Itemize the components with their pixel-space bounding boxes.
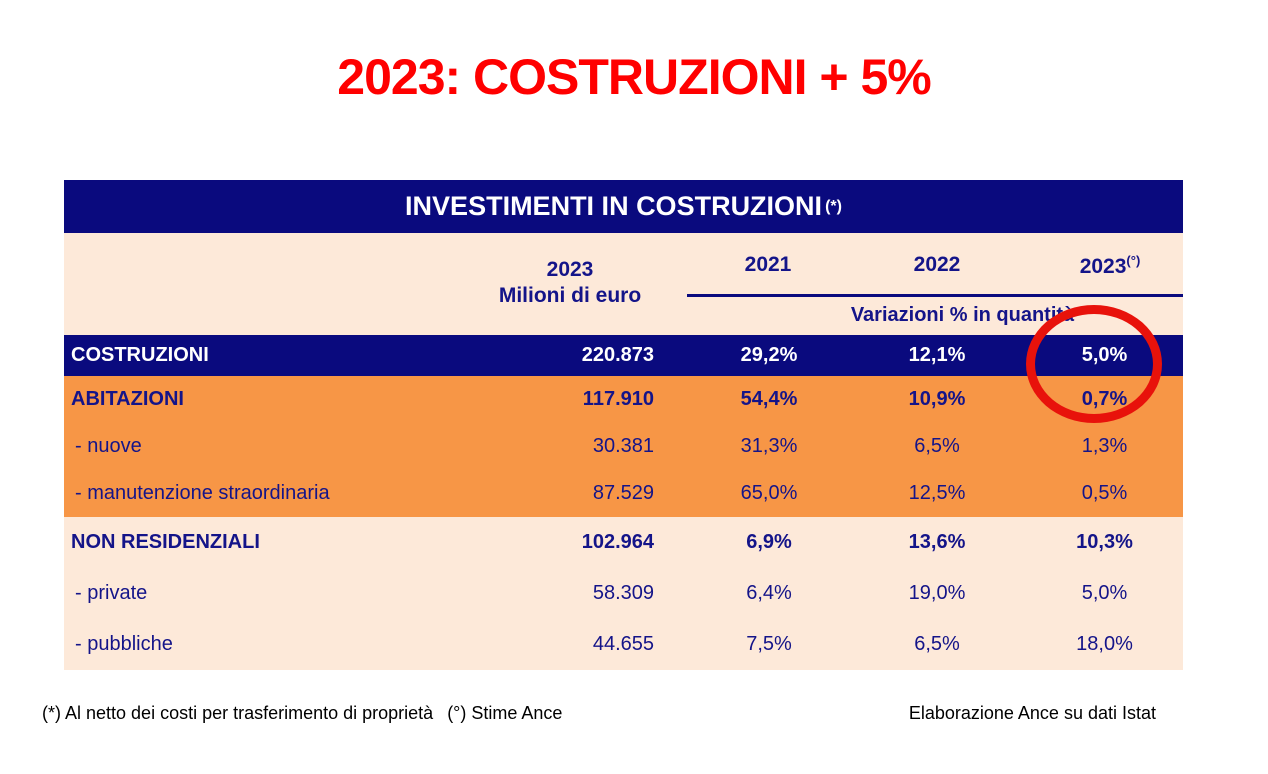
row-var-2022: 12,1% xyxy=(908,344,966,366)
row-label: - pubbliche xyxy=(75,633,173,655)
row-label: - private xyxy=(75,582,148,604)
highlight-circle-annotation xyxy=(1026,305,1162,423)
table-row-private: - private 58.309 6,4% 19,0% 5,0% xyxy=(64,568,1183,619)
year-header-2023-text: 2023 xyxy=(1079,255,1127,278)
row-var-2023: 0,5% xyxy=(1081,482,1128,504)
row-var-2022: 6,5% xyxy=(914,633,960,655)
row-milioni: 117.910 xyxy=(582,388,654,410)
investments-table: INVESTIMENTI IN COSTRUZIONI (*) 2023 Mil… xyxy=(64,180,1183,670)
year-header-2021: 2021 xyxy=(744,253,792,276)
row-var-2021: 6,9% xyxy=(746,531,792,553)
table-row-nuove: - nuove 30.381 31,3% 6,5% 1,3% xyxy=(64,423,1183,470)
table-row-manutenzione-straordinaria: - manutenzione straordinaria 87.529 65,0… xyxy=(64,470,1183,517)
row-var-2023: 1,3% xyxy=(1081,435,1128,457)
row-var-2021: 29,2% xyxy=(740,344,798,366)
row-label: - nuove xyxy=(75,435,142,457)
row-milioni: 44.655 xyxy=(592,633,654,655)
row-milioni: 220.873 xyxy=(581,344,654,366)
row-label: NON RESIDENZIALI xyxy=(71,531,260,553)
row-var-2023: 10,3% xyxy=(1076,531,1133,553)
row-milioni: 30.381 xyxy=(592,435,654,457)
row-milioni: 87.529 xyxy=(592,482,654,504)
table-title-band: INVESTIMENTI IN COSTRUZIONI (*) xyxy=(64,180,1183,233)
row-var-2022: 12,5% xyxy=(908,482,966,504)
table-row-abitazioni: ABITAZIONI 117.910 54,4% 10,9% 0,7% xyxy=(64,376,1183,423)
table-title: INVESTIMENTI IN COSTRUZIONI xyxy=(405,191,823,221)
row-milioni: 58.309 xyxy=(592,582,654,604)
row-label: COSTRUZIONI xyxy=(71,344,209,366)
year-header-2023: 2023(°) xyxy=(1030,253,1190,279)
source-attribution: Elaborazione Ance su dati Istat xyxy=(908,703,1156,723)
row-var-2023: 18,0% xyxy=(1076,633,1133,655)
footnote-degree: (°) Stime Ance xyxy=(447,703,563,723)
table-row-non-residenziali: NON RESIDENZIALI 102.964 6,9% 13,6% 10,3… xyxy=(64,517,1183,568)
row-var-2022: 6,5% xyxy=(914,435,960,457)
row-milioni: 102.964 xyxy=(581,531,654,553)
row-var-2021: 6,4% xyxy=(746,582,792,604)
slide-title: 2023: COSTRUZIONI + 5% xyxy=(337,49,931,105)
euro-column-header: 2023 Milioni di euro xyxy=(440,257,700,309)
row-var-2021: 7,5% xyxy=(746,633,792,655)
row-var-2022: 19,0% xyxy=(908,582,966,604)
header-separator-line xyxy=(687,294,1183,297)
year-2023-footnote-marker: (°) xyxy=(1126,253,1141,268)
footnotes-left: (*) Al netto dei costi per trasferimento… xyxy=(42,703,576,724)
year-header-2022: 2022 xyxy=(913,253,961,276)
row-var-2021: 54,4% xyxy=(740,388,798,410)
row-var-2023: 5,0% xyxy=(1081,582,1128,604)
table-row-pubbliche: - pubbliche 44.655 7,5% 6,5% 18,0% xyxy=(64,619,1183,670)
row-var-2022: 10,9% xyxy=(908,388,966,410)
row-var-2021: 31,3% xyxy=(740,435,798,457)
row-label: ABITAZIONI xyxy=(71,388,184,410)
row-var-2021: 65,0% xyxy=(740,482,798,504)
variation-percent-label: Variazioni % in quantità xyxy=(850,304,1075,326)
euro-header-year: 2023 xyxy=(546,258,594,281)
table-title-footnote-marker: (*) xyxy=(825,197,842,215)
euro-header-unit: Milioni di euro xyxy=(498,284,642,307)
row-label: - manutenzione straordinaria xyxy=(75,482,330,504)
footnote-asterisk: (*) Al netto dei costi per trasferimento… xyxy=(42,703,434,723)
table-row-costruzioni: COSTRUZIONI 220.873 29,2% 12,1% 5,0% xyxy=(64,335,1183,376)
column-header-zone: 2023 Milioni di euro 2021 2022 2023(°) V… xyxy=(64,233,1183,335)
row-var-2022: 13,6% xyxy=(908,531,966,553)
